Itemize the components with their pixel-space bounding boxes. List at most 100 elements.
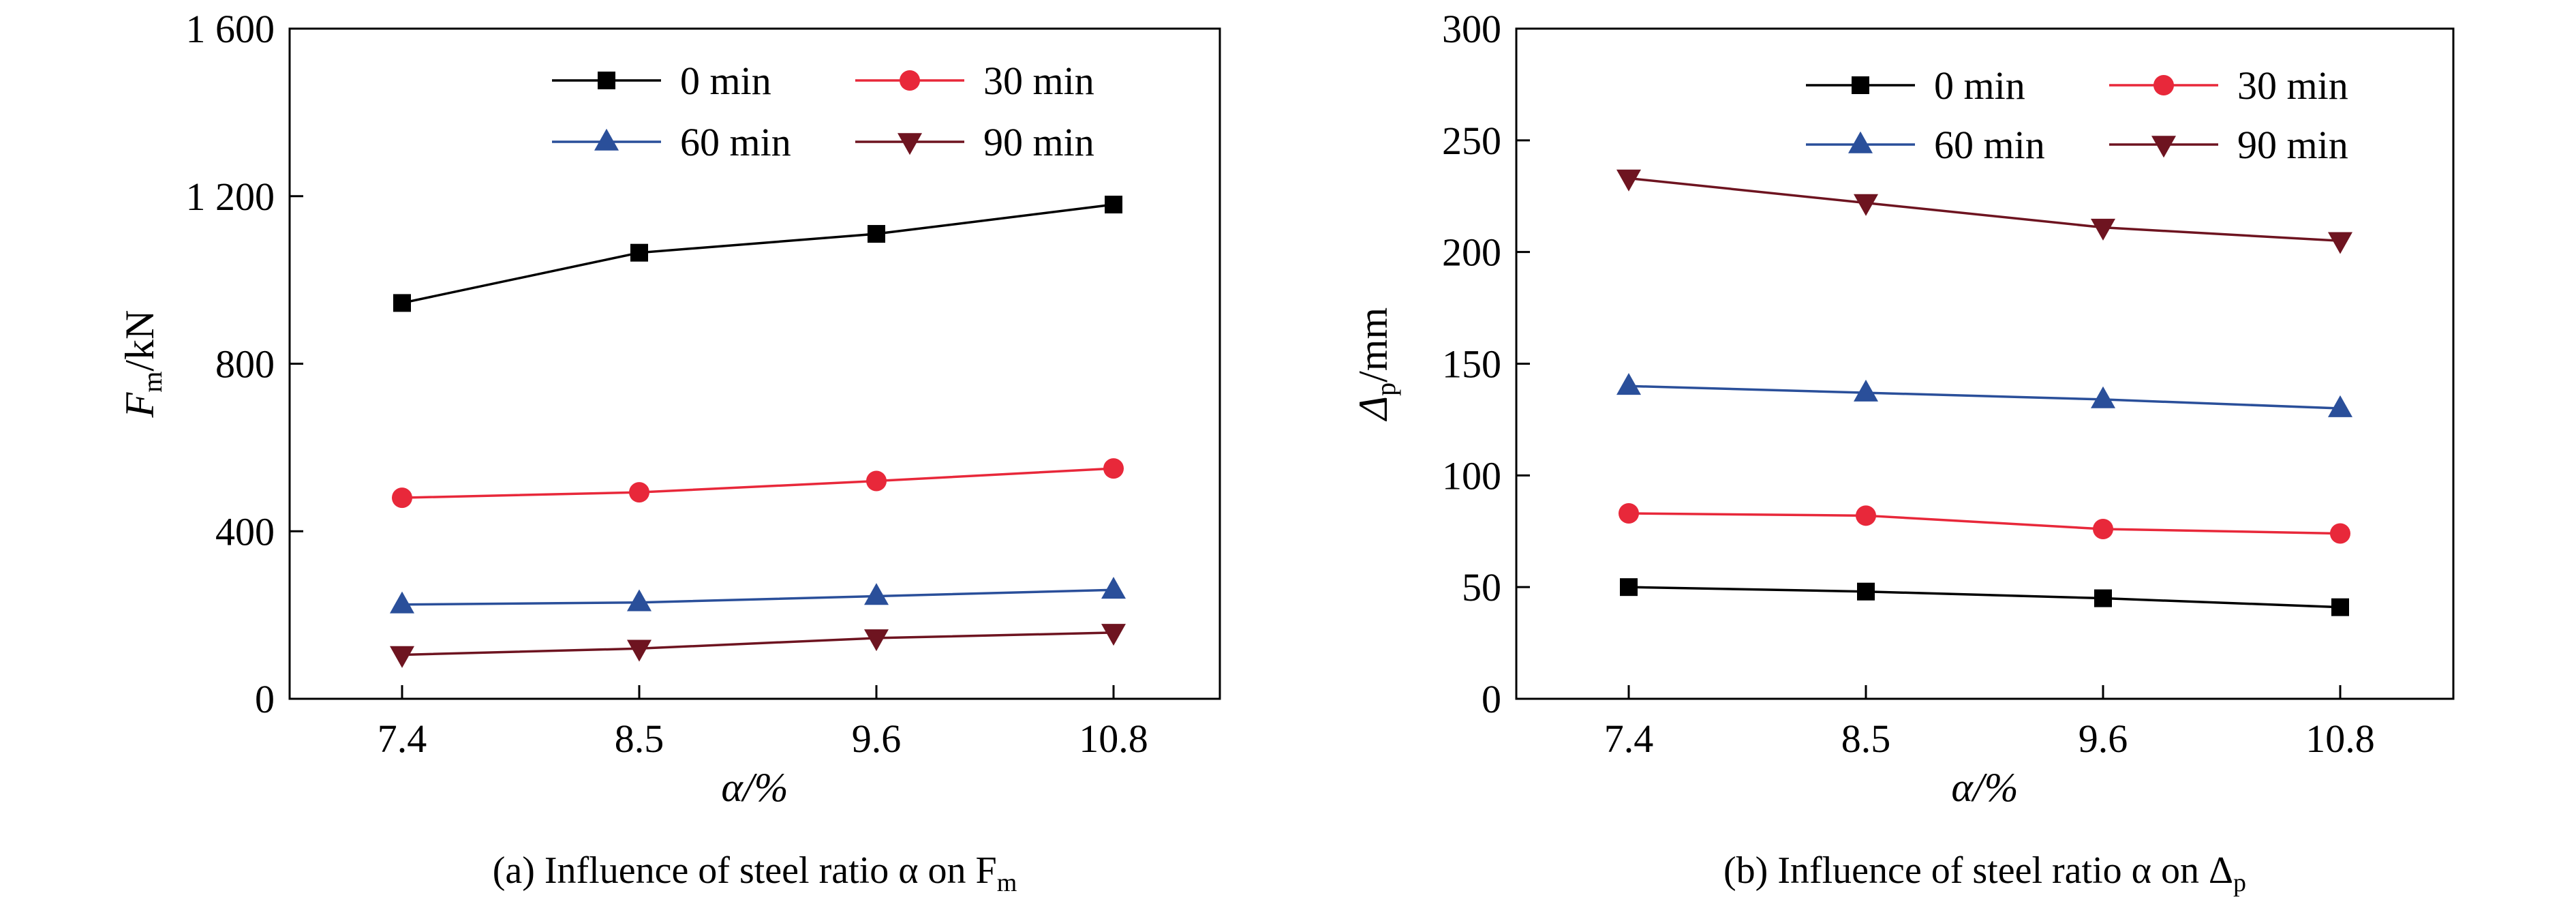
x-axis-label: α/% [1951,765,2018,810]
legend-item: 30 min [2109,63,2348,108]
series-line [401,588,1114,606]
y-tick-label: 800 [215,342,275,387]
legend-label: 0 min [680,59,771,103]
series-0-min [1620,578,2349,616]
data-point [2330,523,2350,544]
legend-item: 0 min [1806,63,2025,108]
series-line [1628,586,2341,609]
legend-item: 90 min [2109,123,2348,167]
data-point [2328,232,2352,254]
data-point [2091,218,2115,241]
data-point [1101,624,1126,646]
y-axis-label: Δp/mm [1351,307,1401,421]
y-axis-label: Fm/kN [117,310,168,419]
legend-label: 90 min [983,120,1094,164]
data-point [1856,505,1876,526]
x-tick-label: 8.5 [1841,717,1891,761]
y-tick-label: 300 [1442,7,1501,51]
legend-marker [1848,131,1873,153]
series-60-min [390,577,1126,614]
series-line [1628,512,2341,535]
data-point [2091,386,2115,408]
chart-caption: (a) Influence of steel ratio α on Fm [493,849,1017,897]
legend-marker [2151,136,2176,158]
y-tick-label: 0 [1482,677,1501,721]
data-point [1854,194,1878,216]
x-tick-label: 8.5 [615,717,664,761]
data-point [390,646,414,668]
x-tick-label: 7.4 [378,717,427,761]
y-tick-label: 50 [1462,565,1501,609]
data-point [393,294,411,312]
x-tick-label: 10.8 [1079,717,1148,761]
data-point [1620,578,1638,597]
legend-marker [598,72,615,89]
data-point [627,589,651,612]
legend-item: 60 min [1806,123,2045,167]
series-line [1628,385,2341,410]
y-tick-label: 1 200 [186,175,275,219]
series-90-min [1616,169,2352,254]
data-point [1857,582,1875,601]
legend-label: 30 min [983,59,1094,103]
legend-item: 30 min [855,59,1094,103]
legend-item: 0 min [552,59,771,103]
chart-panel-a: 0 400 800 1 200 1 600 7.4 8.5 9.6 10.8 α/% Fm/kN (a… [117,7,1221,897]
data-point [1854,379,1878,402]
legend-marker [898,133,922,155]
data-point [629,482,649,503]
legend-label: 60 min [1934,123,2045,167]
data-point [627,639,651,662]
chart-panel-b: 0 50 100 150 200 250 300 7.4 8.5 9.6 10.8 α/% Δp/mm (… [1351,7,2455,897]
y-tick-label: 1 600 [186,7,275,51]
data-point [1105,196,1122,214]
legend: 0 min 30 min 60 min 90 min [552,59,1094,164]
y-tick-label: 250 [1442,119,1501,163]
data-point [2331,598,2349,616]
data-point [864,583,889,605]
data-point [1616,169,1641,192]
x-axis-label: α/% [721,765,788,810]
series-60-min [1616,373,2352,417]
data-point [1616,373,1641,395]
data-point [2093,518,2113,539]
data-point [2328,395,2352,417]
legend-item: 60 min [552,120,791,164]
x-tick-label: 7.4 [1604,717,1654,761]
y-tick-label: 200 [1442,230,1501,275]
data-point [866,470,887,492]
data-point [864,629,889,652]
series-0-min [393,196,1122,312]
data-point [1103,458,1124,479]
x-tick-label: 9.6 [852,717,902,761]
y-tick-label: 150 [1442,342,1501,387]
series-line [1628,177,2341,243]
data-point [1101,577,1126,599]
legend-label: 60 min [680,120,791,164]
legend-label: 30 min [2237,63,2348,108]
y-tick-label: 0 [255,677,275,721]
series-30-min [1619,503,2350,544]
chart-caption: (b) Influence of steel ratio α on Δp [1723,849,2246,897]
series-30-min [392,458,1124,509]
legend: 0 min 30 min 60 min 90 min [1806,63,2348,167]
x-tick-label: 9.6 [2079,717,2128,761]
data-point [630,243,648,262]
legend-label: 90 min [2237,123,2348,167]
legend-marker [900,70,920,91]
data-point [390,591,414,614]
legend-item: 90 min [855,120,1094,164]
x-tick-label: 10.8 [2305,717,2375,761]
legend-label: 0 min [1934,63,2025,108]
data-point [868,225,885,243]
y-tick-label: 400 [215,509,275,554]
series-line [401,467,1114,499]
series-line [401,203,1114,305]
legend-marker [2153,75,2174,95]
data-point [392,487,412,509]
data-point [1619,503,1639,524]
series-line [401,631,1114,657]
data-point [2094,589,2112,607]
series-90-min [390,624,1126,668]
